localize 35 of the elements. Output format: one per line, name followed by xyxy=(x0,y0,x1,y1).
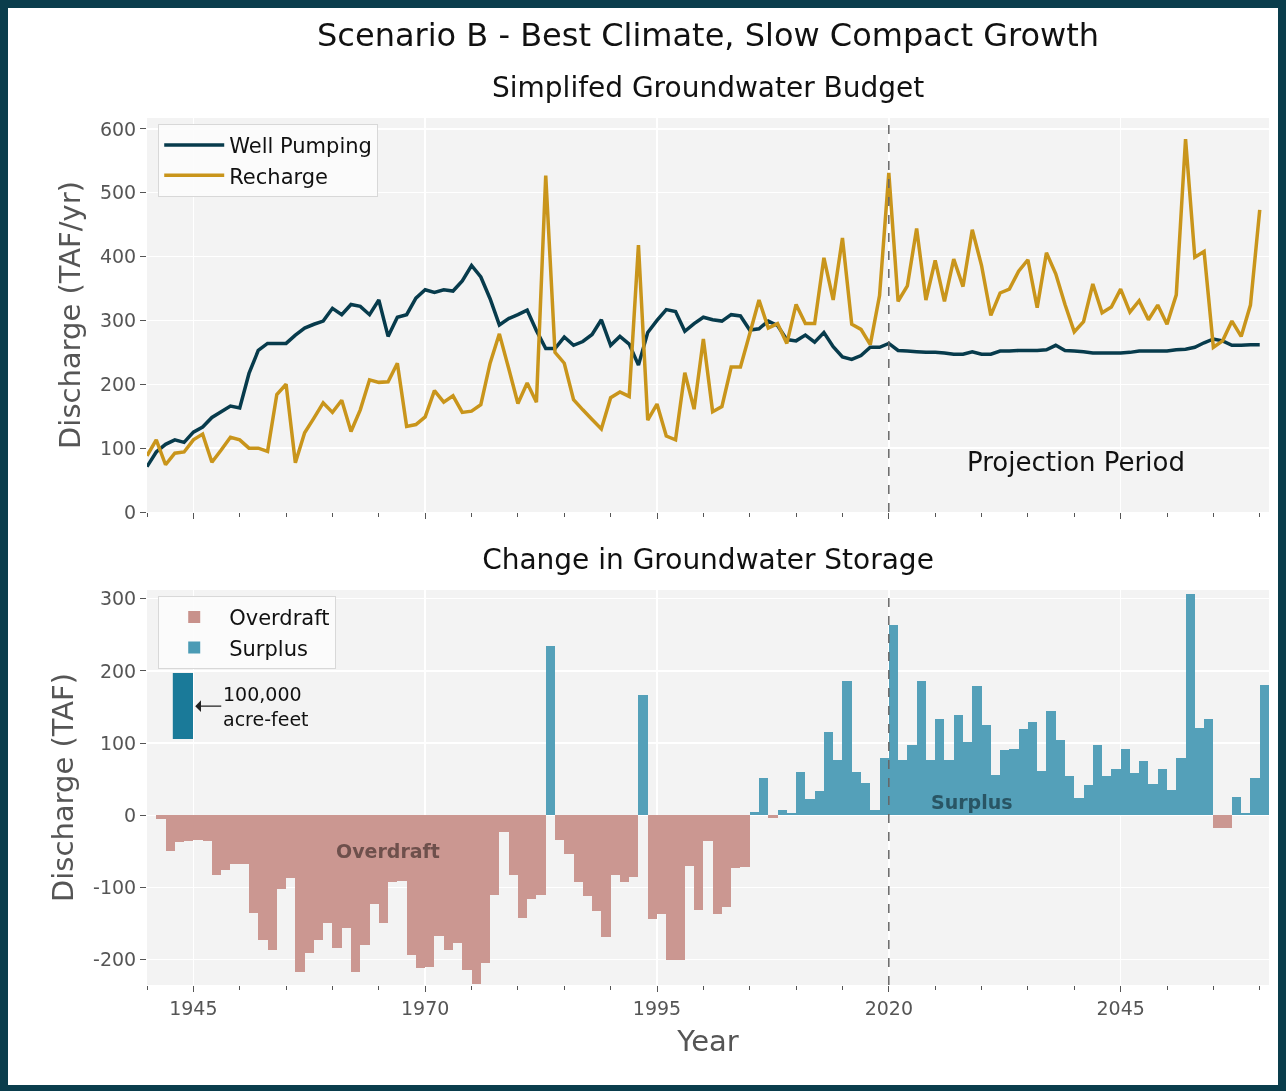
y-tick-label: 200 xyxy=(99,372,137,395)
y-tick-label: 600 xyxy=(99,117,137,140)
legend-label: Surplus xyxy=(229,636,308,661)
x-tick-label: 2020 xyxy=(864,996,913,1019)
bar xyxy=(545,646,555,816)
bar xyxy=(768,815,778,819)
y-tick-label: 0 xyxy=(124,803,137,826)
chart-title: Scenario B - Best Climate, Slow Compact Growth xyxy=(317,16,1099,55)
chart-subtitle: Simplifed Groundwater Budget xyxy=(492,71,925,104)
chart-title: Change in Groundwater Storage xyxy=(482,542,934,576)
x-axis-title: Year xyxy=(676,1023,739,1058)
y-tick-label: -100 xyxy=(93,876,137,899)
y-tick-label: 100 xyxy=(99,731,137,754)
legend-label: Overdraft xyxy=(229,606,330,631)
annotation: 100,000 acre-feet xyxy=(223,683,309,730)
annotation: Projection Period xyxy=(967,447,1185,477)
y-tick-label: 400 xyxy=(99,245,137,268)
legend-label: Well Pumping xyxy=(229,134,372,159)
annotation: Overdraft xyxy=(336,840,440,862)
x-tick-label: 1970 xyxy=(401,996,450,1019)
y-tick-label: -200 xyxy=(93,948,137,971)
bar xyxy=(638,695,648,816)
y-tick-label: 500 xyxy=(99,181,137,204)
legend-label: Recharge xyxy=(229,164,329,189)
y-tick-label: 100 xyxy=(99,436,137,459)
x-tick-label: 1945 xyxy=(169,996,218,1019)
annotation: Surplus xyxy=(931,791,1013,813)
y-tick-label: 300 xyxy=(99,587,137,610)
y-tick-label: 0 xyxy=(124,500,137,523)
y-tick-label: 300 xyxy=(99,309,137,332)
x-tick-label: 2045 xyxy=(1096,996,1145,1019)
y-axis-title: Discharge (TAF) xyxy=(46,672,81,903)
x-tick-label: 1995 xyxy=(632,996,682,1019)
y-tick-label: 200 xyxy=(99,659,137,682)
y-axis-title: Discharge (TAF/yr) xyxy=(53,181,88,449)
